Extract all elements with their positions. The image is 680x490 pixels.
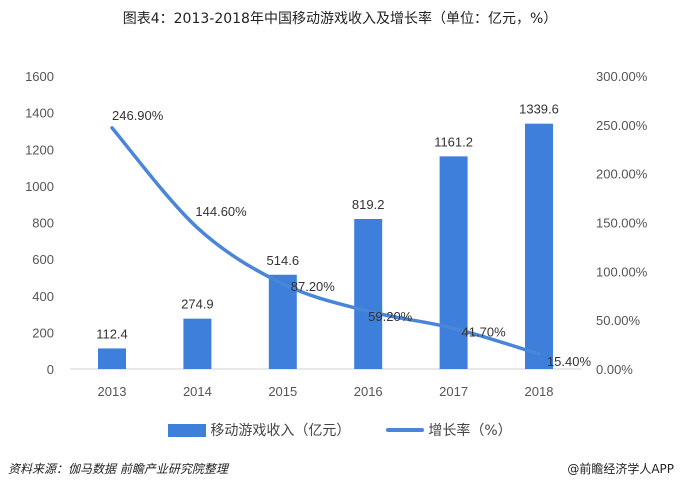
bar-data-label: 819.2 [352, 197, 385, 212]
bar [98, 348, 126, 369]
x-tick-label: 2014 [183, 384, 212, 399]
right-tick-label: 250.00% [596, 118, 648, 133]
bar [525, 123, 553, 369]
left-tick-label: 0 [47, 362, 54, 377]
line-data-label: 246.90% [112, 108, 164, 123]
x-tick-label: 2013 [98, 384, 127, 399]
line-data-label: 41.70% [462, 324, 507, 339]
x-tick-label: 2016 [354, 384, 383, 399]
bar [268, 274, 297, 369]
bar [183, 318, 212, 369]
line-data-label: 15.40% [547, 354, 592, 369]
left-tick-label: 1600 [25, 69, 54, 84]
legend-item-growth: 增长率（%） [386, 420, 512, 440]
bar-data-label: 112.4 [96, 326, 128, 341]
right-tick-label: 100.00% [596, 264, 648, 279]
right-tick-label: 200.00% [596, 167, 648, 182]
left-tick-label: 800 [32, 216, 54, 231]
bar [439, 156, 468, 369]
x-tick-label: 2017 [439, 384, 468, 399]
chart-title: 图表4：2013-2018年中国移动游戏收入及增长率（单位：亿元，%） [122, 11, 558, 27]
right-tick-label: 50.00% [596, 313, 641, 328]
legend-label-revenue: 移动游戏收入（亿元） [210, 423, 351, 439]
legend-bar-swatch [168, 423, 207, 437]
legend-line-swatch [386, 428, 425, 432]
left-tick-label: 600 [32, 252, 54, 267]
source-note: 资料来源：伽马数据 前瞻产业研究院整理 [8, 462, 228, 476]
bar-data-label: 1339.6 [519, 102, 559, 117]
chart-plot: 0 200 400 600 800 1000 1200 1400 1600 0.00% 50.00%… [25, 69, 648, 399]
left-tick-label: 1200 [25, 142, 54, 157]
bar-data-label: 514.6 [267, 253, 300, 268]
legend-item-revenue: 移动游戏收入（亿元） [168, 420, 350, 440]
right-tick-label: 300.00% [596, 69, 648, 84]
bar-data-label: 274.9 [181, 297, 214, 312]
left-tick-label: 200 [32, 325, 54, 340]
x-tick-label: 2018 [525, 384, 554, 399]
left-tick-label: 400 [32, 289, 54, 304]
bar [354, 218, 383, 369]
credit-note: @前瞻经济学人APP [567, 462, 674, 476]
line-data-label: 144.60% [195, 204, 247, 219]
left-tick-label: 1400 [25, 106, 54, 121]
line-data-label: 87.20% [291, 279, 336, 294]
right-tick-label: 0.00% [596, 362, 633, 377]
line-data-label: 59.20% [368, 309, 413, 324]
left-tick-label: 1000 [25, 179, 54, 194]
legend: 移动游戏收入（亿元） 增长率（%） [0, 420, 680, 440]
x-tick-label: 2015 [268, 384, 297, 399]
legend-label-growth: 增长率（%） [428, 423, 512, 439]
bar-data-label: 1161.2 [434, 134, 473, 149]
growth-line [110, 126, 541, 356]
right-tick-label: 150.00% [596, 216, 648, 231]
